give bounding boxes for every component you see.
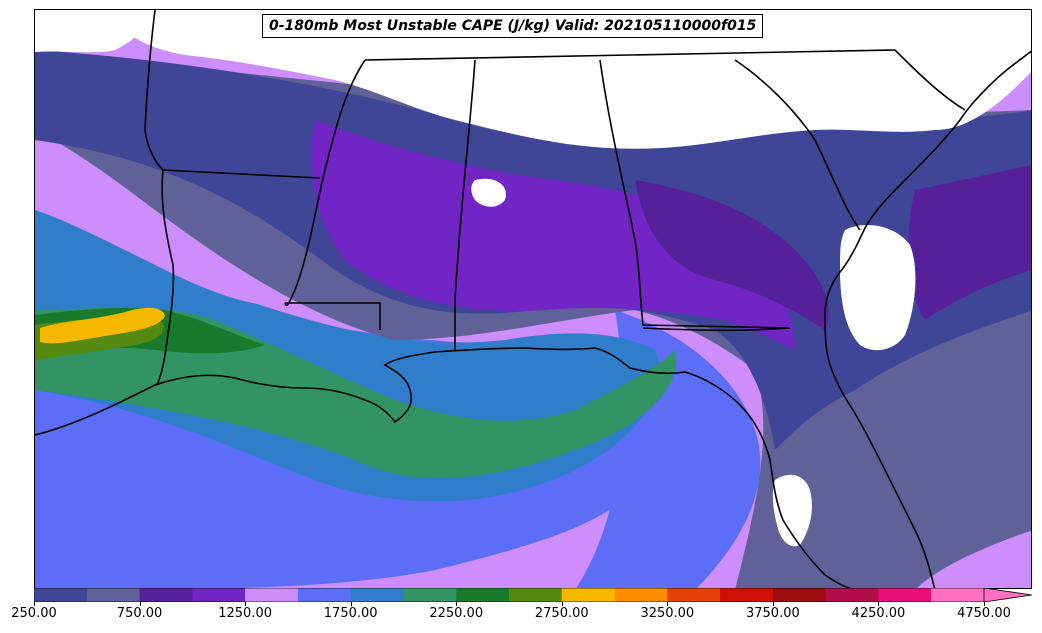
colorbar-segment — [561, 588, 616, 602]
cape-land-violet — [311, 120, 795, 350]
cape-below-threshold-fl — [772, 474, 812, 547]
border-tx-ok — [144, 10, 164, 171]
colorbar-tick-label: 1250.00 — [218, 606, 272, 621]
map-panel — [34, 9, 1032, 589]
colorbar-extend-arrow — [983, 588, 1033, 602]
border-mississippi-river — [284, 59, 366, 307]
border-al-ga — [599, 59, 791, 329]
colorbar-segment — [139, 588, 193, 602]
colorbar-segment — [403, 588, 457, 602]
colorbar-tick-mark — [561, 602, 563, 606]
colorbar-tick-label: 3750.00 — [745, 606, 800, 621]
border-ga-sc — [734, 59, 861, 231]
colorbar-segment — [614, 588, 668, 602]
colorbar-segment — [509, 588, 563, 602]
colorbar-tick-mark — [139, 602, 141, 606]
colorbar-tick-mark — [34, 602, 35, 606]
colorbar-segment — [192, 588, 246, 602]
colorbar-segment — [86, 588, 141, 602]
cape-below-threshold-north — [125, 10, 1031, 149]
border-ar-la — [162, 169, 321, 179]
cape-below-threshold-al — [471, 178, 506, 207]
colorbar-segment — [456, 588, 510, 602]
colorbar-tick-mark — [245, 602, 247, 606]
colorbar-segment — [772, 588, 827, 602]
cape-east-violet — [908, 165, 1031, 320]
colorbar-segment — [350, 588, 404, 602]
colorbar-tick-mark — [984, 602, 985, 606]
colorbar-segment — [720, 588, 774, 602]
colorbar-segment — [34, 588, 88, 602]
colorbar-tick-label: 750.00 — [116, 606, 163, 621]
colorbar-segment — [931, 588, 985, 602]
cape-gulf-blue-east — [576, 310, 761, 588]
colorbar-segment — [667, 588, 721, 602]
cape-below-threshold-nw — [35, 10, 155, 53]
gulf-coastline — [35, 347, 852, 588]
colorbar-segment — [878, 588, 932, 602]
cape-land-dark-violet — [635, 180, 829, 330]
colorbar-tick-label: 4750.00 — [957, 606, 1011, 621]
cape-colorbar — [34, 588, 1033, 602]
colorbar-tick-mark — [350, 602, 352, 606]
florida-east-coast — [824, 50, 1031, 588]
colorbar-tick-label: 4250.00 — [851, 606, 906, 621]
colorbar-tick-label: 3250.00 — [640, 606, 695, 621]
colorbar-tick-mark — [772, 602, 774, 606]
cape-west-lavender — [35, 150, 265, 305]
coastline-and-borders — [35, 10, 1031, 588]
border-la-ms — [285, 302, 381, 330]
cape-max-yellow — [40, 307, 165, 344]
cape-field-map — [35, 10, 1031, 588]
border-ms-al — [454, 59, 476, 350]
border-fl-ga — [642, 327, 791, 332]
colorbar-tick-label: 1750.00 — [323, 606, 378, 621]
colorbar-segment — [297, 588, 352, 602]
border-nc-sc — [894, 49, 966, 111]
border-tn — [364, 49, 896, 61]
cape-below-threshold-ga — [840, 225, 916, 351]
map-title: 0-180mb Most Unstable CAPE (J/kg) Valid:… — [262, 14, 764, 38]
colorbar-tick-mark — [456, 602, 458, 606]
colorbar-segment — [825, 588, 879, 602]
border-tx-la — [156, 169, 175, 386]
colorbar-tick-mark — [878, 602, 880, 606]
colorbar-tick-label: 250.00 — [11, 606, 57, 621]
colorbar-segment — [245, 588, 299, 602]
colorbar-tick-mark — [667, 602, 669, 606]
colorbar-tick-label: 2250.00 — [429, 606, 484, 621]
colorbar-tick-label: 2750.00 — [534, 606, 589, 621]
